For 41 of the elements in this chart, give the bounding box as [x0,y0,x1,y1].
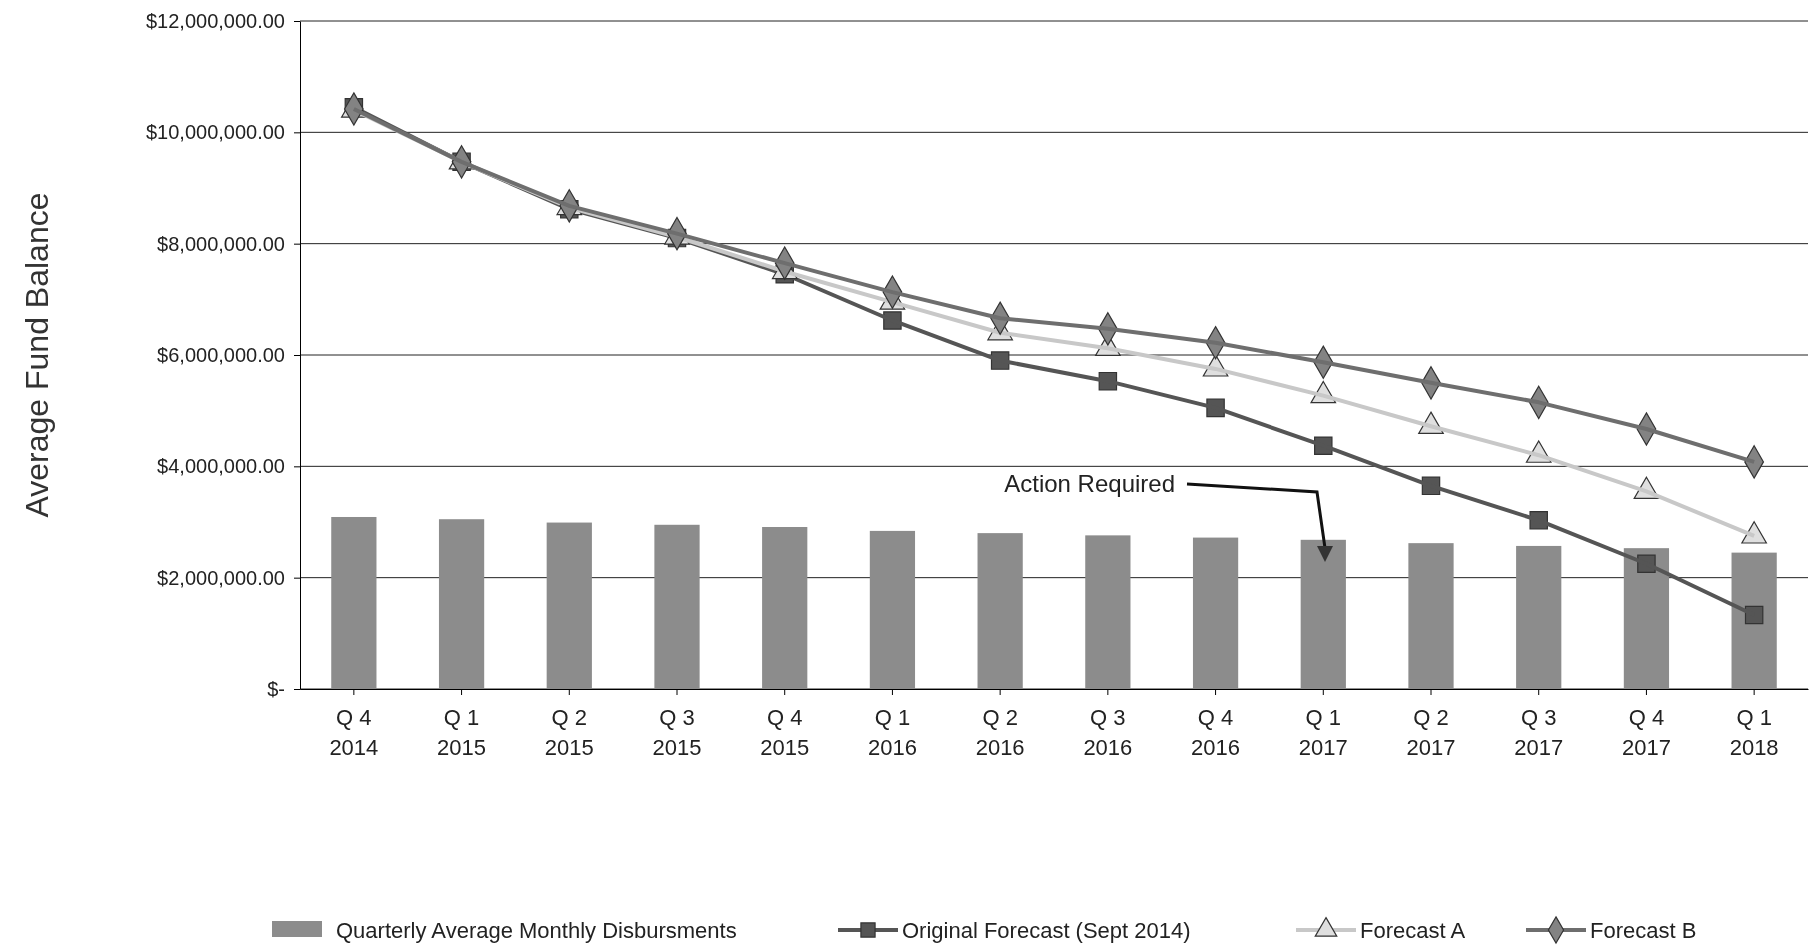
bar [438,519,485,689]
annotation: Action Required [1004,470,1175,497]
y-tick-label: $2,000,000.00 [157,566,285,589]
x-tick-label: Q 3 2017 [1514,705,1564,760]
x-tick-label: Q 2 2016 [975,705,1025,760]
y-axis-title: Average Fund Balance [19,192,55,518]
bar [1408,543,1454,689]
bar [1085,535,1131,689]
x-tick-label: Q 1 2015 [437,705,487,760]
bar [1192,537,1239,689]
x-tick-label: Q 4 2017 [1621,705,1671,760]
bar [331,516,377,689]
bar [869,530,916,689]
x-tick-label: Q 2 2017 [1406,705,1456,760]
bar [1731,552,1777,689]
bar [1623,548,1670,689]
legend-label: Original Forecast (Sept 2014) [902,918,1191,943]
y-tick-label: $12,000,000.00 [145,9,285,32]
legend-label: Forecast A [1360,918,1466,943]
y-tick-label: $- [267,677,285,700]
x-tick-label: Q 2 2015 [544,705,594,760]
x-tick-label: Q 4 2014 [329,705,379,760]
bar [654,524,700,689]
y-tick-label: $10,000,000.00 [145,121,285,144]
y-tick-label: $4,000,000.00 [157,455,285,478]
bar [1300,539,1346,689]
bar [1516,545,1562,689]
x-tick-label: Q 1 2016 [867,705,917,760]
y-tick-label: $6,000,000.00 [157,343,285,366]
bar [762,527,808,689]
legend-label: Quarterly Average Monthly Disbursments [336,918,737,943]
x-tick-label: Q 1 2018 [1729,705,1779,760]
x-tick-label: Q 4 2015 [760,705,810,760]
x-tick-label: Q 3 2015 [652,705,702,760]
bar [977,533,1023,689]
y-tick-label: $8,000,000.00 [157,232,285,255]
bar [546,522,592,689]
x-tick-label: Q 1 2017 [1298,705,1348,760]
legend-label: Forecast B [1590,918,1697,943]
x-tick-label: Q 3 2016 [1083,705,1133,760]
x-tick-label: Q 4 2016 [1191,705,1241,760]
